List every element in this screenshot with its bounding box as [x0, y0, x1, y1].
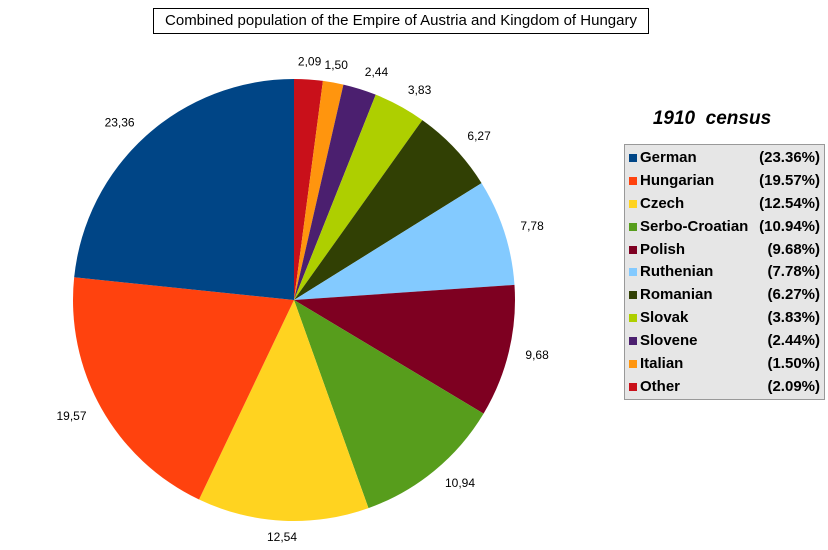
legend-percent: (7.78%) [767, 263, 820, 281]
pie-slice-other [294, 79, 323, 300]
legend-swatch [629, 199, 637, 208]
legend-swatch [629, 154, 637, 162]
pie-slice-czech [199, 300, 369, 522]
pie-slice-serbo-croatian [294, 300, 484, 509]
legend-label: Other [640, 377, 681, 395]
legend-item-german: German (23.36%) [625, 148, 824, 171]
legend-swatch [629, 314, 637, 323]
legend-swatch [629, 176, 637, 185]
legend-item-hungarian: Hungarian (19.57%) [625, 171, 824, 194]
slice-label-other: 2,09 [298, 55, 322, 69]
legend-percent: (12.54%) [759, 194, 820, 212]
legend-label: Serbo-Croatian [640, 217, 749, 235]
chart-legend: German (23.36%) Hungarian (19.57%) Czech (12.… [624, 144, 825, 400]
legend-item-romanian: Romanian (6.27%) [625, 285, 824, 308]
slice-label-hungarian: 19,57 [56, 409, 86, 423]
legend-swatch [629, 291, 637, 300]
pie-slice-slovene [294, 84, 376, 300]
legend-label: Slovak [640, 309, 689, 327]
chart-title: Combined population of the Empire of Aus… [153, 8, 649, 34]
legend-item-slovak: Slovak (3.83%) [625, 308, 824, 331]
slice-label-slovene: 2,44 [365, 65, 389, 79]
legend-item-polish: Polish (9.68%) [625, 240, 824, 263]
legend-percent: (2.09%) [767, 377, 820, 395]
legend-item-other: Other (2.09%) [625, 377, 824, 400]
legend-percent: (6.27%) [767, 286, 820, 304]
legend-label: Hungarian [640, 171, 715, 189]
pie-slice-german [74, 79, 294, 300]
legend-item-czech: Czech (12.54%) [625, 194, 824, 217]
legend-label: German [640, 149, 697, 166]
legend-item-italian: Italian (1.50%) [625, 354, 824, 377]
pie-slice-polish [294, 284, 515, 414]
legend-percent: (10.94%) [759, 217, 820, 235]
slice-label-slovak: 3,83 [408, 83, 432, 97]
pie-slice-ruthenian [294, 183, 515, 300]
pie-slice-italian [294, 80, 344, 301]
legend-swatch [629, 268, 637, 277]
pie-slice-romanian [294, 120, 482, 300]
legend-swatch [629, 245, 637, 254]
legend-swatch [629, 360, 637, 369]
legend-label: Ruthenian [640, 263, 714, 281]
legend-label: Polish [640, 240, 686, 258]
legend-percent: (2.44%) [767, 332, 820, 350]
slice-label-ruthenian: 7,78 [520, 219, 544, 233]
legend-label: Romanian [640, 286, 713, 304]
slice-label-serbo-croatian: 10,94 [445, 476, 475, 490]
slice-label-polish: 9,68 [525, 348, 549, 362]
legend-swatch [629, 222, 637, 231]
legend-label: Slovene [640, 332, 698, 350]
slice-label-romanian: 6,27 [467, 129, 491, 143]
legend-percent: (3.83%) [767, 309, 820, 327]
legend-label: Italian [640, 355, 684, 373]
pie-slice-slovak [294, 94, 423, 300]
legend-percent: (1.50%) [767, 355, 820, 373]
legend-swatch [629, 337, 637, 346]
slice-label-italian: 1,50 [325, 58, 349, 72]
slice-label-czech: 12,54 [267, 530, 297, 544]
legend-swatch [629, 382, 637, 391]
legend-label: Czech [640, 194, 685, 212]
legend-percent: (19.57%) [759, 171, 820, 189]
legend-item-ruthenian: Ruthenian (7.78%) [625, 262, 824, 285]
legend-item-slovene: Slovene (2.44%) [625, 331, 824, 354]
pie-slice-hungarian [72, 277, 294, 500]
legend-percent: (9.68%) [767, 240, 820, 258]
legend-item-serbo-croatian: Serbo-Croatian (10.94%) [625, 217, 824, 240]
slice-label-german: 23,36 [105, 115, 135, 129]
chart-subtitle: 1910 census [652, 108, 772, 129]
legend-percent: (23.36%) [759, 149, 820, 166]
